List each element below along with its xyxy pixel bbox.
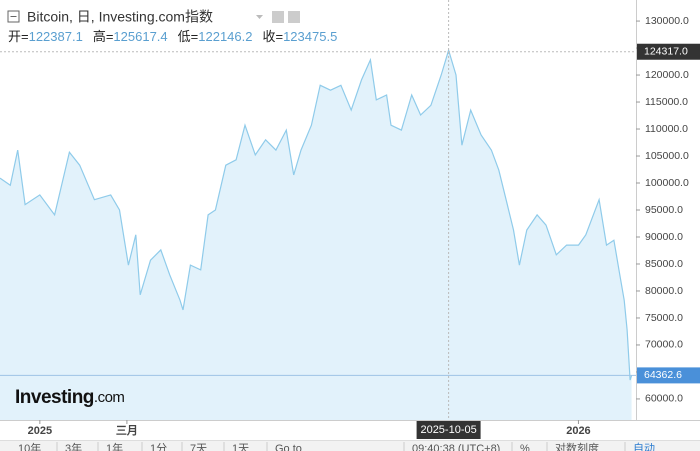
ohlc-text: 开=122387.1 高=125617.4 低=122146.2 收=123475.5 <box>8 29 337 44</box>
toolbar-button[interactable]: 09:40:38 (UTC+8) <box>412 443 500 451</box>
ohlc-label: 开= <box>8 29 29 44</box>
x-tick-label: 2026 <box>566 425 590 437</box>
toolbar-button[interactable]: Go to <box>275 443 302 451</box>
y-tick-label: 75000.0 <box>645 312 683 324</box>
y-tick-label: 105000.0 <box>645 150 689 162</box>
x-tick-label: 2025 <box>28 425 52 437</box>
ohlc-label: 低= <box>178 29 199 44</box>
crosshair-price-tag <box>637 43 700 60</box>
toolbar-button[interactable]: 1分 <box>150 442 167 451</box>
y-axis-area <box>636 0 700 420</box>
toolbar-button[interactable]: 1年 <box>106 441 123 451</box>
plot-area <box>0 48 633 420</box>
ohlc-value: 122387.1 <box>29 29 83 44</box>
logo-part: .com <box>94 389 125 406</box>
dropdown-icon[interactable] <box>256 15 263 19</box>
crosshair-date-tag <box>416 421 481 439</box>
toolbar-button[interactable]: 自动 <box>633 442 655 451</box>
chart-title: Bitcoin, 日, Investing.com指数 <box>27 9 213 25</box>
toolbar-button[interactable]: % <box>520 443 530 451</box>
toolbar-button[interactable]: 7天 <box>190 443 207 451</box>
y-tick-label: 115000.0 <box>645 96 688 108</box>
toolbar-button[interactable]: 3年 <box>65 441 82 451</box>
toolbar <box>0 440 700 451</box>
y-tick-label: 120000.0 <box>645 69 689 81</box>
y-tick-label: 110000.0 <box>645 123 688 135</box>
toolbar-button[interactable]: 对数刻度 <box>555 441 599 451</box>
y-tick-label: 90000.0 <box>645 231 683 243</box>
ohlc-row: 开=122387.1 高=125617.4 低=122146.2 收=123475.5 <box>8 29 337 44</box>
x-tick-label: 三月 <box>116 424 138 437</box>
ohlc-value: 123475.5 <box>283 29 337 44</box>
ohlc-value: 125617.4 <box>113 29 167 44</box>
crosshair-price-label: 124317.0 <box>644 46 688 58</box>
last-price-tag <box>637 367 700 384</box>
y-tick-label: 100000.0 <box>645 177 689 189</box>
close-icon[interactable] <box>288 11 300 23</box>
x-axis-area <box>0 420 700 440</box>
y-tick-label: 60000.0 <box>645 393 683 405</box>
y-tick-label: 95000.0 <box>645 204 683 216</box>
collapse-box[interactable] <box>7 10 20 23</box>
logo: Investing.com <box>15 387 124 408</box>
y-tick-label: 130000.0 <box>645 15 689 27</box>
last-price-label: 64362.6 <box>644 369 682 381</box>
price-line <box>0 48 633 381</box>
ohlc-label: 收= <box>262 29 283 44</box>
ohlc-value: 122146.2 <box>198 29 252 44</box>
y-tick-label: 70000.0 <box>645 339 683 351</box>
toolbar-button[interactable]: 1天 <box>232 443 249 451</box>
logo-part: Investing <box>15 387 94 408</box>
y-tick-label: 80000.0 <box>645 285 683 297</box>
area <box>0 50 632 420</box>
settings-icon[interactable] <box>272 11 284 23</box>
y-tick-label: 85000.0 <box>645 258 683 270</box>
toolbar-button[interactable]: 10年 <box>18 441 41 451</box>
ohlc-label: 高= <box>93 29 114 44</box>
crosshair-date-label: 2025-10-05 <box>420 424 476 436</box>
